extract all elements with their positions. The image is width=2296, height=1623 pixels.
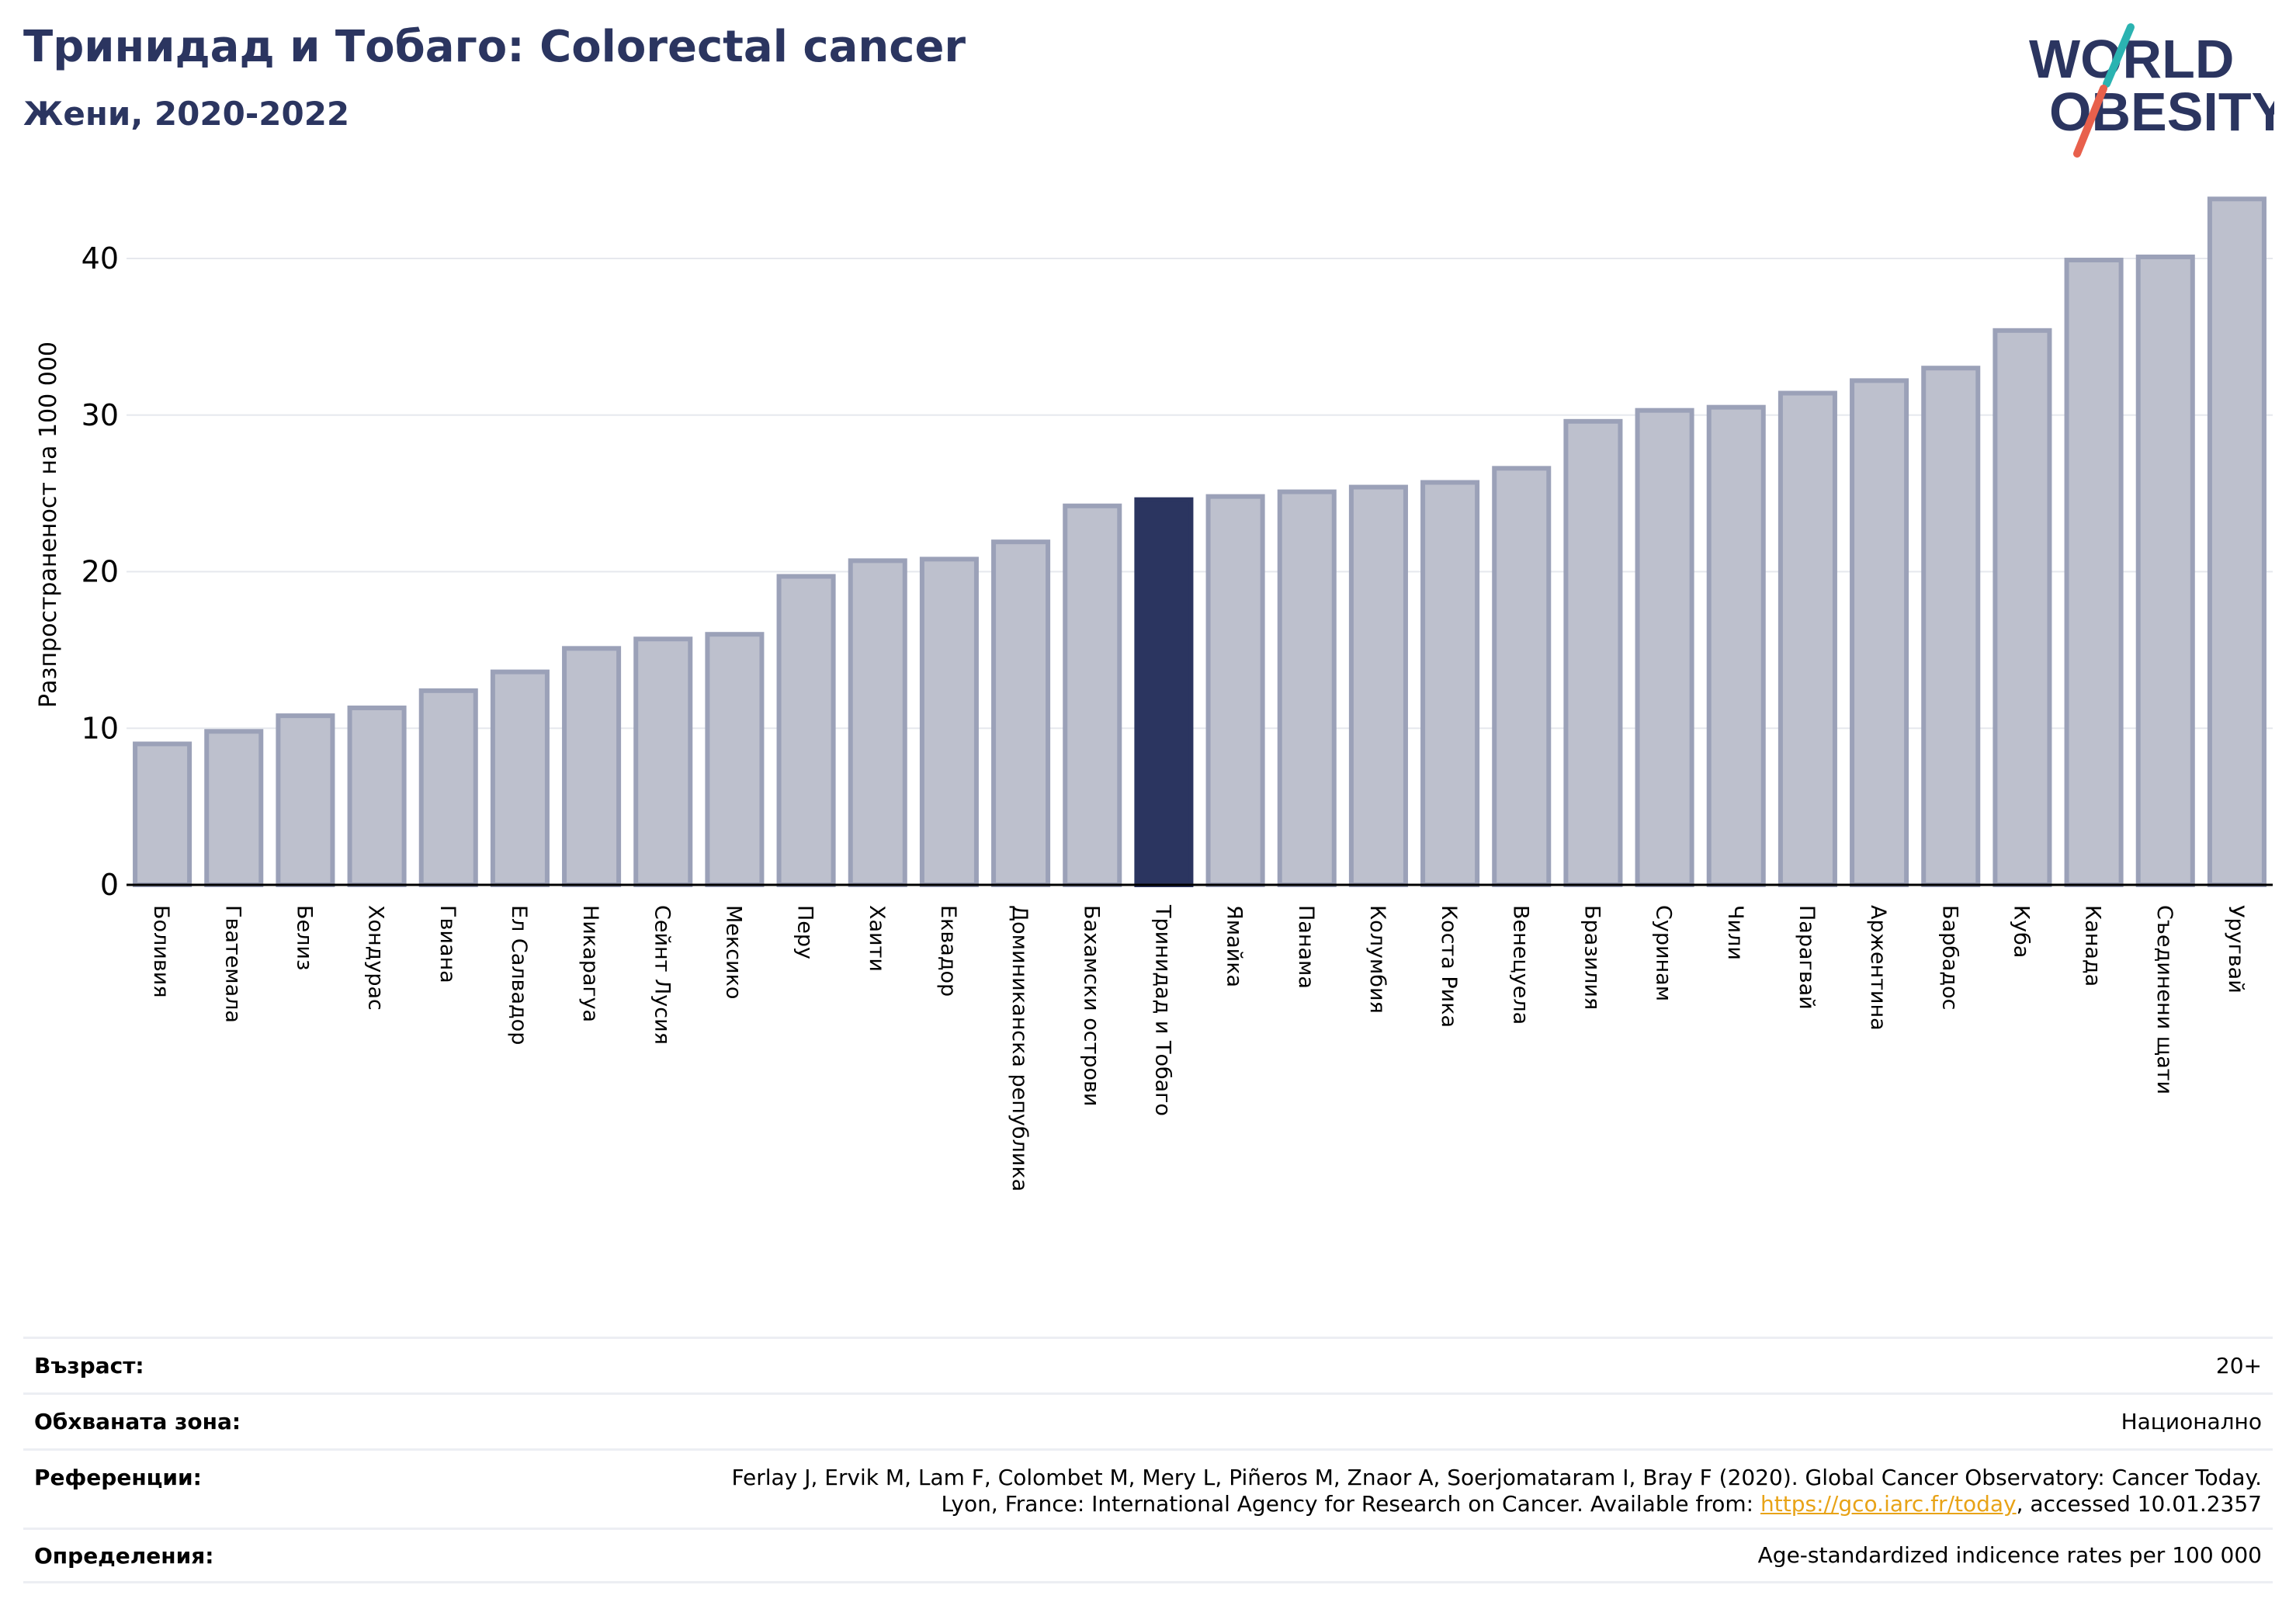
x-tick-label: Аржентина — [1866, 905, 1890, 1031]
x-tick-label: Панама — [1294, 905, 1318, 989]
x-tick-label: Парагвай — [1795, 905, 1819, 1010]
info-label-age: Възраст: — [34, 1353, 144, 1379]
world-obesity-logo: WORLD OBESITY — [2029, 23, 2274, 158]
x-tick-label: Съединени щати — [2152, 905, 2176, 1094]
bar — [2207, 196, 2267, 887]
y-tick-label: 40 — [82, 241, 119, 276]
bar — [991, 539, 1051, 887]
info-row-definitions: Определения: Age-standardized indicence … — [23, 1528, 2273, 1583]
bar — [2064, 258, 2124, 887]
reference-link[interactable]: https://gco.iarc.fr/today — [1760, 1491, 2017, 1517]
x-tick-label: Боливия — [149, 905, 173, 998]
info-label-references: Референции: — [34, 1465, 202, 1490]
y-tick-label: 30 — [82, 398, 119, 432]
reference-accessed: , accessed 10.01.2357 — [2016, 1491, 2262, 1517]
bar — [705, 632, 765, 887]
bar — [776, 574, 836, 887]
x-tick-label: Ел Салвадор — [507, 905, 531, 1045]
x-tick-label: Сейнт Лусия — [650, 905, 674, 1045]
x-tick-label: Ямайка — [1223, 905, 1247, 987]
y-tick-label: 20 — [82, 555, 119, 589]
x-tick-label: Колумбия — [1365, 905, 1389, 1014]
y-axis-label: Разпространеност на 100 000 — [35, 342, 62, 708]
bar — [418, 688, 478, 888]
y-tick-label: 10 — [82, 711, 119, 745]
x-tick-label: Доминиканска република — [1008, 905, 1032, 1191]
logo-text-world: WORLD — [2029, 29, 2234, 89]
info-table: Възраст: 20+ Обхваната зона: Национално … — [23, 1337, 2273, 1583]
x-tick-label: Суринам — [1652, 905, 1676, 1001]
bar — [276, 713, 335, 887]
info-row-age: Възраст: 20+ — [23, 1337, 2273, 1392]
x-tick-label: Гвиана — [435, 905, 460, 983]
bar — [490, 669, 550, 887]
bar — [1993, 328, 2052, 887]
x-tick-label: Перу — [793, 905, 817, 959]
info-row-coverage: Обхваната зона: Национално — [23, 1392, 2273, 1448]
info-label-definitions: Определения: — [34, 1542, 214, 1569]
x-tick-label: Мексико — [721, 905, 745, 999]
bar — [2135, 254, 2195, 888]
info-row-references: Референции: Ferlay J, Ervik M, Lam F, Co… — [23, 1448, 2273, 1528]
logo-slash-top — [2103, 23, 2135, 88]
x-tick-label: Куба — [2009, 905, 2033, 958]
info-label-coverage: Обхваната зона: — [34, 1409, 241, 1434]
bar — [1420, 480, 1480, 887]
bar — [133, 741, 192, 887]
x-tick-label: Никарагуа — [578, 905, 602, 1022]
info-value-age: 20+ — [2215, 1352, 2262, 1379]
bar — [1850, 378, 1909, 887]
bar — [1277, 489, 1337, 887]
x-tick-label: Бахамски острови — [1079, 905, 1103, 1106]
bar — [1205, 494, 1265, 887]
x-tick-label: Гватемала — [220, 905, 245, 1023]
bar — [1921, 366, 1981, 888]
x-tick-label: Хондурас — [364, 905, 388, 1011]
x-tick-label: Канада — [2081, 905, 2105, 987]
chart-subtitle: Жени, 2020-2022 — [23, 95, 350, 133]
bar — [1706, 404, 1766, 887]
bar — [848, 558, 907, 887]
bar — [204, 729, 264, 887]
logo-slash-bottom — [2073, 85, 2107, 158]
bar — [1563, 418, 1623, 887]
reference-line-1: Ferlay J, Ervik M, Lam F, Colombet M, Me… — [731, 1465, 2262, 1490]
x-tick-label: Уругвай — [2224, 905, 2248, 994]
bar-chart: 0 10 20 30 40 Разпространеност на 100 000 Боли… — [35, 196, 2273, 1191]
bar — [1348, 484, 1408, 887]
x-tick-label: Венецуела — [1508, 905, 1532, 1025]
chart-title: Тринидад и Тобаго: Colorectal cancer — [23, 22, 966, 72]
bar — [1492, 466, 1552, 887]
x-tick-label: Тринидад и Тобаго — [1150, 904, 1174, 1116]
bar — [633, 636, 693, 887]
x-tick-label: Еквадор — [936, 905, 960, 997]
bar — [1777, 390, 1837, 887]
bar — [1635, 407, 1694, 887]
bar — [562, 646, 622, 887]
x-tick-label: Коста Рика — [1437, 905, 1461, 1028]
x-tick-label: Чили — [1723, 905, 1747, 960]
x-tick-label: Бразилия — [1580, 905, 1604, 1010]
y-tick-label: 0 — [100, 868, 119, 902]
info-value-coverage: Национално — [2121, 1408, 2262, 1434]
info-value-references: Ferlay J, Ervik M, Lam F, Colombet M, Me… — [731, 1465, 2262, 1517]
x-tick-label: Барбадос — [1937, 905, 1961, 1010]
bar — [347, 706, 407, 888]
bar — [919, 557, 979, 887]
reference-line-2: Lyon, France: International Agency for R… — [941, 1491, 1760, 1517]
bar — [1063, 503, 1122, 887]
info-value-definitions: Age-standardized indicence rates per 100… — [1757, 1542, 2262, 1568]
x-tick-label: Хаити — [865, 905, 889, 972]
bar-highlight — [1134, 497, 1194, 887]
x-tick-label: Белиз — [292, 905, 316, 970]
